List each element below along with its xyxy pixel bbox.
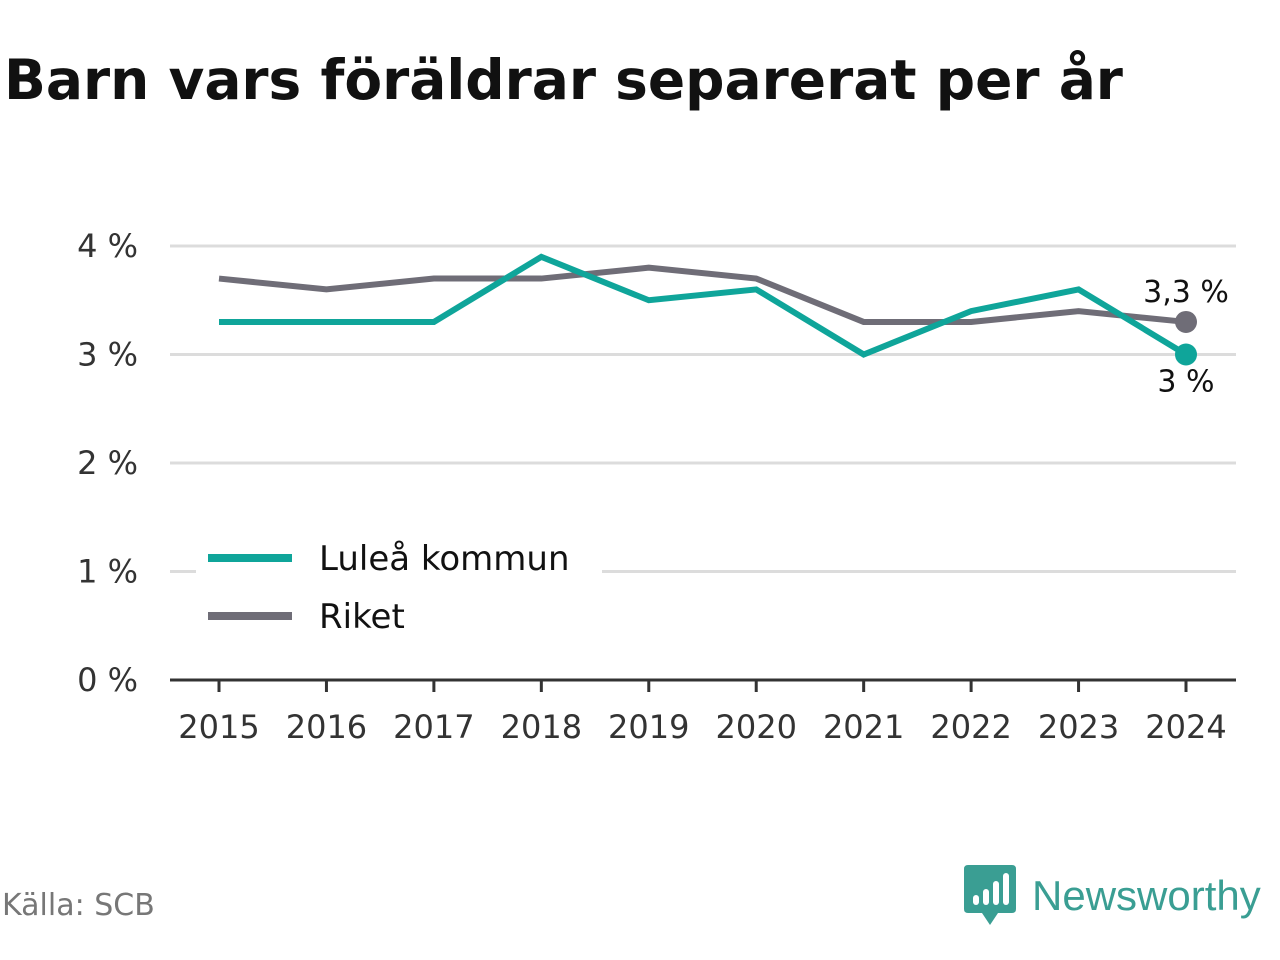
end-point-marker — [1175, 310, 1197, 333]
x-tick-label: 2017 — [393, 708, 474, 746]
x-tick-label: 2023 — [1038, 708, 1119, 746]
x-tick-label: 2015 — [178, 708, 259, 746]
end-value-label: 3 % — [1157, 365, 1214, 400]
y-tick-label: 2 % — [77, 444, 138, 482]
y-tick-label: 3 % — [77, 336, 138, 374]
legend-background — [196, 530, 602, 648]
x-tick-label: 2019 — [608, 708, 689, 746]
x-tick-label: 2022 — [930, 708, 1011, 746]
source-note: Källa: SCB — [2, 888, 155, 923]
series-line — [218, 264, 1187, 325]
x-tick-label: 2024 — [1145, 708, 1226, 746]
chart-title: Barn vars föräldrar separerat per år — [4, 48, 1123, 112]
y-tick-label: 1 % — [77, 553, 138, 591]
x-tick-label: 2021 — [823, 708, 904, 746]
brand-logo: Newsworthy — [964, 864, 1261, 928]
end-value-label: 3,3 % — [1143, 275, 1229, 310]
x-tick-label: 2018 — [501, 708, 582, 746]
brand-name: Newsworthy — [1032, 872, 1261, 919]
series-line — [219, 253, 1188, 358]
end-point-marker — [1175, 343, 1197, 366]
line-chart: 0 % 1 % 2 % 3 % 4 % 2015 2016 2017 2018 2019 2020 2… — [77, 227, 1236, 746]
legend-label: Riket — [319, 597, 405, 637]
y-tick-label: 0 % — [77, 661, 138, 699]
y-tick-label: 4 % — [77, 227, 138, 265]
x-tick-label: 2016 — [286, 708, 367, 746]
newsworthy-logo-icon — [964, 865, 1016, 925]
legend-label: Luleå kommun — [319, 539, 570, 579]
x-tick-label: 2020 — [716, 708, 797, 746]
